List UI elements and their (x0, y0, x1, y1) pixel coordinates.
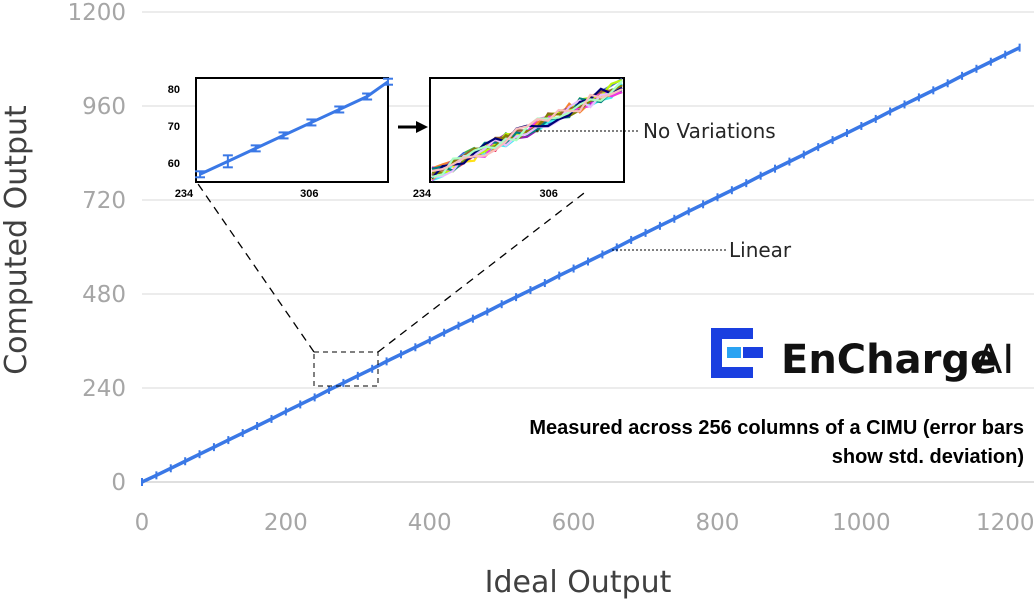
x-axis-ticks: 0 200 400 600 800 1000 1200 (135, 510, 1035, 536)
measurement-note-line1: Measured across 256 columns of a CIMU (e… (529, 417, 1024, 439)
inset1-x-ticks: 234 306 (175, 188, 319, 200)
inset1-x-tick-label: 234 (175, 188, 194, 200)
inset1-y-ticks: 60 70 80 (168, 84, 180, 170)
y-tick-label: 1200 (67, 0, 126, 26)
x-axis-title: Ideal Output (485, 565, 672, 600)
inset-without-variations: 234 306 (413, 77, 625, 200)
inset-with-error-bars: 60 70 80 234 306 (168, 77, 393, 200)
brand-name: EnCharge (781, 337, 997, 383)
y-tick-label: 480 (82, 282, 126, 308)
linear-label: Linear (729, 238, 792, 262)
x-tick-label: 1200 (976, 510, 1035, 536)
y-axis-title: Computed Output (0, 105, 34, 375)
inset1-y-tick-label: 80 (168, 84, 180, 96)
y-tick-label: 960 (82, 94, 126, 120)
y-tick-label: 0 (111, 470, 126, 496)
brand-suffix: AI (975, 337, 1014, 383)
inset2-x-tick-label: 234 (413, 188, 432, 200)
zoom-region (313, 351, 379, 387)
zoom-connector-left (195, 180, 315, 353)
inset2-trace (431, 88, 623, 173)
inset2-trace (431, 86, 623, 178)
no-variations-label: No Variations (643, 119, 776, 143)
zoom-connector-right (377, 189, 589, 353)
encharge-e-icon (711, 328, 763, 378)
series-line (141, 46, 1021, 484)
x-tick-label: 600 (552, 510, 596, 536)
inset1-x-tick-label: 306 (300, 188, 318, 200)
x-tick-label: 1000 (832, 510, 891, 536)
x-tick-label: 0 (135, 510, 150, 536)
arrow-icon (398, 121, 428, 133)
y-tick-label: 240 (82, 376, 126, 402)
inset2-x-ticks: 234 306 (413, 188, 558, 200)
measurement-note-line2: show std. deviation) (832, 446, 1024, 468)
inset1-series (195, 77, 393, 179)
x-tick-label: 200 (264, 510, 308, 536)
inset2-x-tick-label: 306 (539, 188, 557, 200)
inset2-series (431, 77, 623, 182)
y-axis-ticks: 0 240 480 720 960 1200 (67, 0, 126, 496)
inset1-y-tick-label: 60 (168, 158, 180, 170)
y-tick-label: 720 (82, 188, 126, 214)
x-tick-label: 400 (408, 510, 452, 536)
x-tick-label: 800 (696, 510, 740, 536)
main-series (141, 43, 1021, 486)
encharge-logo: EnCharge AI (711, 328, 1014, 383)
inset1-y-tick-label: 70 (168, 121, 180, 133)
